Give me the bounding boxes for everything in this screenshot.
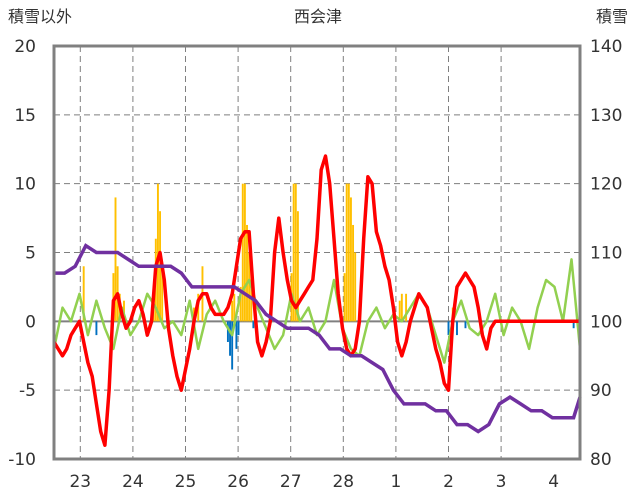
y-right-tick: 140 (590, 37, 622, 57)
y-right-tick: 110 (590, 244, 622, 264)
x-tick: 28 (332, 472, 354, 492)
snowfall-bar (233, 293, 236, 322)
y-left-tick: 10 (14, 175, 36, 195)
x-tick: 3 (496, 472, 507, 492)
x-tick-labels: 23 24 25 26 27 28 1 2 3 4 (69, 472, 559, 492)
snowfall-bar (241, 183, 244, 322)
negative-bar (252, 321, 255, 329)
snowfall-bar (156, 183, 159, 322)
snowfall-bar (398, 300, 401, 322)
x-tick: 1 (390, 472, 401, 492)
snowfall-bar (243, 183, 246, 322)
snowfall-bar (161, 266, 164, 322)
temperature-line (52, 154, 580, 447)
snowfall-bar (250, 266, 253, 322)
y-left-axis-label: 積雪以外 (8, 7, 72, 26)
snowfall-bar (345, 183, 348, 322)
negative-bar (231, 321, 234, 370)
x-tick: 25 (175, 472, 197, 492)
snowfall-bar (112, 273, 115, 322)
y-right-tick: 100 (590, 312, 622, 332)
snowfall-bar (347, 183, 350, 322)
snowfall-bar (239, 286, 242, 322)
negative-bar (572, 321, 575, 329)
snowfall-bar (343, 273, 346, 322)
snowfall-bar (405, 293, 408, 322)
snowfall-bar (400, 293, 403, 322)
y-left-tick: -5 (19, 381, 36, 401)
chart-title: 西会津 (294, 7, 342, 26)
snowfall-bar (349, 197, 352, 322)
snow-depth-line (54, 243, 582, 434)
series-lines (52, 154, 582, 447)
negative-bar (235, 321, 238, 349)
negative-bar (229, 321, 231, 356)
y-left-tick-labels: 20 15 10 5 0 -5 -10 (8, 37, 36, 470)
snowfall-bar (231, 300, 234, 322)
x-tick: 23 (69, 472, 91, 492)
negative-bar (226, 321, 229, 342)
snowfall-bar (114, 197, 117, 322)
y-right-tick: 130 (590, 106, 622, 126)
negative-bar (447, 321, 450, 336)
y-right-tick: 90 (590, 381, 612, 401)
y-right-tick: 80 (590, 450, 612, 470)
y-left-tick: 0 (25, 312, 36, 332)
x-tick: 26 (227, 472, 249, 492)
snowfall-bar (352, 224, 355, 322)
x-tick: 2 (443, 472, 454, 492)
negative-bar (464, 321, 467, 329)
y-right-tick: 120 (590, 175, 622, 195)
snowfall-bar (292, 183, 295, 322)
negative-bar (95, 321, 98, 336)
y-right-tick-labels: 140 130 120 110 100 90 80 (590, 37, 622, 470)
x-tick: 4 (548, 472, 559, 492)
x-tick: 27 (280, 472, 302, 492)
snowfall-bar (354, 252, 357, 322)
y-left-tick: 20 (14, 37, 36, 57)
y-left-tick: -10 (8, 450, 36, 470)
x-tick: 24 (122, 472, 144, 492)
y-left-tick: 5 (25, 244, 36, 264)
snowfall-bar (246, 224, 248, 322)
y-right-axis-label: 積雪 (596, 7, 628, 26)
snowfall-bar (248, 252, 251, 322)
snowfall-bar (82, 266, 85, 322)
plot-frame (52, 44, 582, 461)
negative-bar (237, 321, 240, 336)
snowfall-bar (294, 183, 297, 322)
snowfall-bar (296, 211, 299, 322)
negative-bar (456, 321, 458, 336)
y-left-tick: 15 (14, 106, 36, 126)
